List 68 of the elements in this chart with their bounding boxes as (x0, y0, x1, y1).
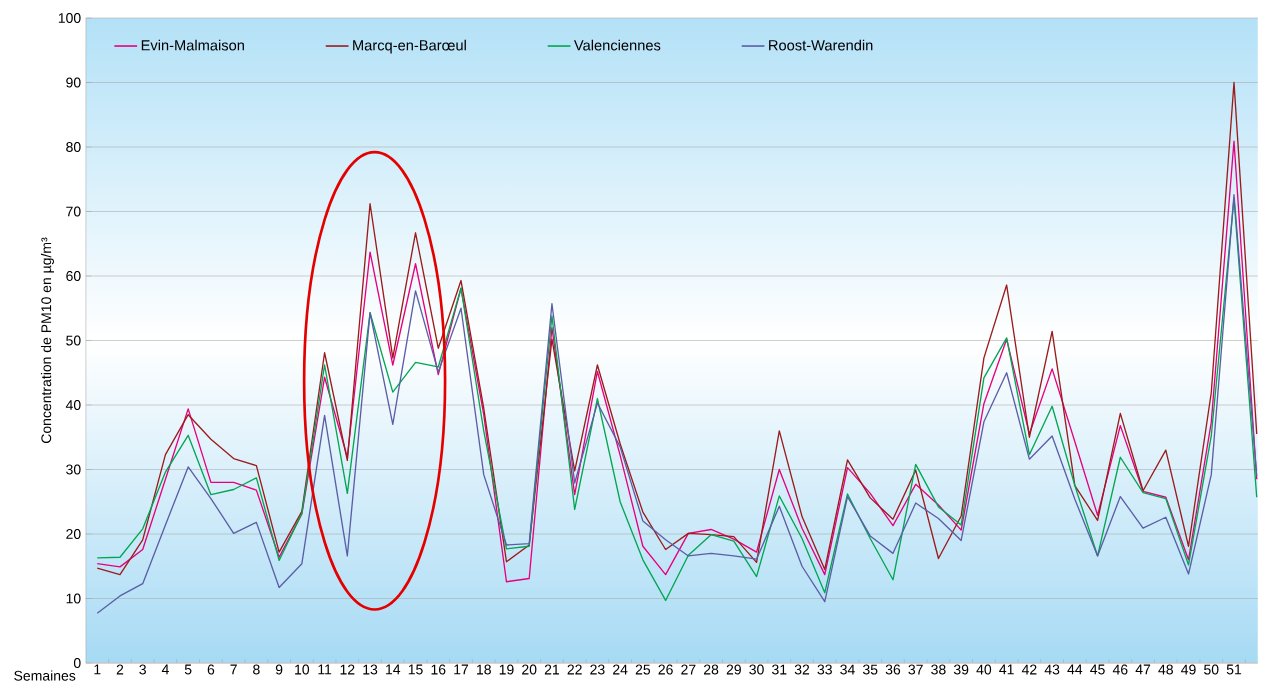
x-tick-label: 43 (1044, 664, 1060, 675)
legend-label: Marcq-en-Barœul (353, 39, 466, 54)
x-tick-label: 26 (658, 664, 673, 675)
y-tick-label: 40 (65, 400, 81, 410)
x-tick-label: 7 (230, 664, 237, 675)
x-tick-label: 10 (295, 664, 310, 675)
x-tick-label: 34 (840, 664, 855, 675)
x-tick-label: 13 (363, 664, 378, 675)
x-tick-label: 49 (1181, 664, 1196, 675)
x-axis-title: Semaines (14, 670, 76, 681)
x-tick-label: 48 (1158, 664, 1173, 675)
y-tick-label: 10 (66, 593, 81, 604)
x-tick-label: 1 (94, 664, 101, 675)
x-tick-label: 46 (1112, 664, 1128, 675)
y-tick-label: 90 (66, 77, 81, 88)
x-tick-label: 4 (161, 664, 169, 675)
x-tick-label: 28 (704, 664, 719, 675)
x-tick-label: 18 (477, 664, 491, 675)
x-tick-label: 23 (590, 664, 605, 675)
x-tick-label: 3 (139, 664, 146, 675)
y-tick-label: 100 (58, 13, 81, 23)
x-tick-label: 38 (931, 664, 946, 675)
x-tick-label: 2 (116, 664, 124, 675)
x-tick-label: 9 (275, 664, 283, 675)
x-tick-label: 45 (1090, 664, 1105, 675)
x-tick-label: 19 (499, 664, 514, 675)
x-tick-label: 16 (431, 664, 446, 675)
y-tick-label: 70 (66, 206, 81, 217)
y-tick-label: 50 (66, 335, 81, 346)
x-tick-label: 27 (681, 664, 696, 675)
x-tick-label: 8 (253, 664, 260, 675)
y-axis-title: Concentration de PM10 en µg/m³ (40, 237, 54, 444)
x-tick-label: 11 (318, 664, 332, 675)
x-tick-label: 12 (340, 664, 355, 675)
x-tick-label: 22 (567, 664, 582, 675)
x-tick-label: 33 (817, 664, 832, 675)
x-tick-label: 51 (1226, 664, 1242, 675)
x-tick-label: 29 (726, 664, 741, 675)
x-tick-label: 24 (613, 664, 628, 675)
x-tick-label: 20 (522, 664, 537, 675)
x-tick-label: 50 (1204, 664, 1219, 675)
legend-label: Valenciennes (573, 39, 661, 51)
x-tick-label: 39 (953, 664, 969, 675)
y-tick-label: 80 (66, 142, 81, 152)
legend-label: Roost-Warendin (769, 39, 873, 51)
x-tick-label: 14 (386, 664, 401, 675)
x-tick-label: 42 (1021, 664, 1037, 675)
y-tick-label: 20 (66, 529, 81, 539)
x-tick-label: 41 (999, 664, 1014, 675)
x-tick-label: 31 (772, 664, 787, 675)
x-tick-label: 37 (908, 664, 923, 675)
x-tick-label: 40 (976, 664, 992, 675)
x-tick-label: 47 (1135, 664, 1151, 675)
x-tick-label: 25 (635, 664, 651, 675)
x-tick-label: 6 (207, 664, 215, 675)
x-tick-label: 21 (544, 664, 560, 675)
x-tick-label: 5 (184, 664, 192, 675)
x-tick-label: 30 (749, 664, 764, 675)
x-tick-label: 32 (794, 664, 810, 675)
x-tick-label: 44 (1067, 664, 1083, 675)
x-tick-label: 36 (885, 664, 901, 675)
x-tick-label: 15 (408, 664, 423, 675)
x-tick-label: 17 (454, 664, 469, 675)
legend-label: Evin-Malmaison (141, 39, 244, 51)
y-tick-label: 60 (66, 271, 81, 281)
y-tick-label: 0 (73, 658, 81, 668)
y-tick-label: 30 (66, 464, 81, 475)
x-tick-label: 35 (862, 664, 878, 675)
